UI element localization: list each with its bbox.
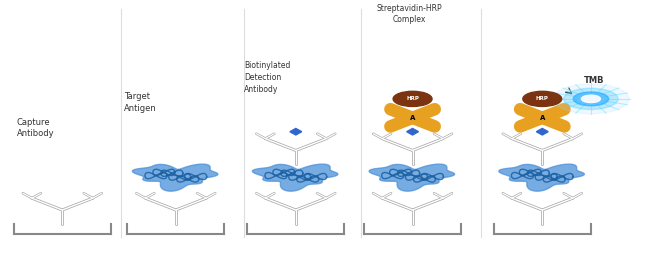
Polygon shape bbox=[252, 164, 338, 191]
Text: A: A bbox=[540, 115, 545, 121]
Text: A: A bbox=[410, 115, 415, 121]
Text: Capture
Antibody: Capture Antibody bbox=[17, 118, 55, 138]
Circle shape bbox=[564, 88, 618, 109]
Text: Streptavidin-HRP
Complex: Streptavidin-HRP Complex bbox=[376, 4, 442, 24]
Circle shape bbox=[552, 84, 629, 114]
Polygon shape bbox=[369, 164, 454, 191]
Text: Target
Antigen: Target Antigen bbox=[124, 92, 157, 113]
Polygon shape bbox=[290, 128, 302, 135]
Polygon shape bbox=[536, 128, 548, 135]
Polygon shape bbox=[407, 128, 419, 135]
Polygon shape bbox=[133, 164, 218, 191]
Text: HRP: HRP bbox=[406, 96, 419, 101]
Text: HRP: HRP bbox=[536, 96, 549, 101]
Circle shape bbox=[581, 95, 601, 103]
Circle shape bbox=[573, 92, 608, 106]
Text: Biotinylated
Detection
Antibody: Biotinylated Detection Antibody bbox=[244, 61, 291, 94]
Circle shape bbox=[523, 91, 562, 106]
Circle shape bbox=[393, 91, 432, 106]
Text: TMB: TMB bbox=[584, 76, 605, 85]
Polygon shape bbox=[499, 164, 584, 191]
